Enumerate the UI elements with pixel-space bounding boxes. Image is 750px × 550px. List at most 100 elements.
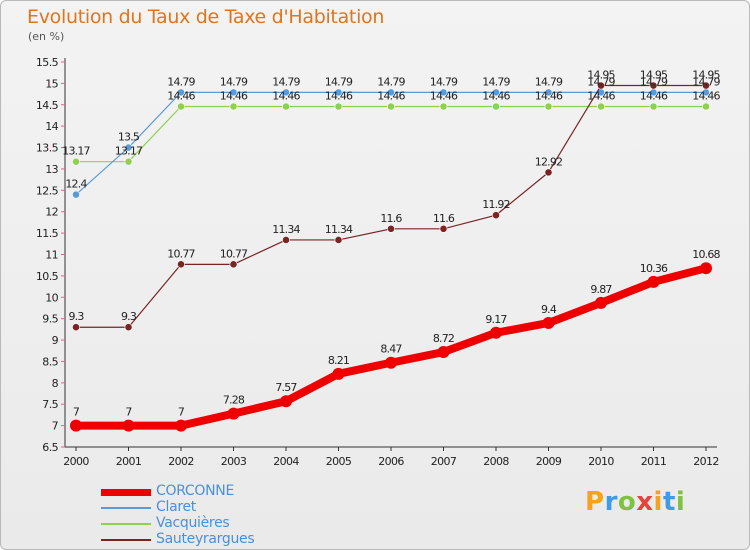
data-point	[227, 407, 240, 420]
data-point	[439, 102, 448, 111]
data-point	[597, 81, 605, 90]
data-point	[177, 260, 185, 269]
data-point	[702, 81, 710, 90]
data-label: 7	[178, 406, 185, 419]
data-point	[387, 224, 395, 233]
data-label: 14.79	[377, 75, 405, 88]
data-point	[334, 102, 343, 111]
data-label: 14.79	[640, 75, 668, 88]
data-point	[282, 236, 290, 244]
logo-letter: x	[636, 487, 654, 517]
data-point	[72, 157, 80, 166]
data-point	[492, 211, 500, 220]
data-point	[544, 102, 553, 111]
data-point	[229, 260, 238, 269]
data-point	[439, 224, 448, 233]
legend-swatch	[101, 539, 151, 541]
data-label: 7	[125, 406, 132, 419]
data-label: 14.79	[220, 75, 248, 88]
data-point	[649, 81, 658, 90]
series-line-vacquières	[76, 105, 706, 163]
data-label: 14.79	[587, 75, 615, 88]
y-tick-label: 8	[52, 377, 59, 390]
data-label: 14.79	[272, 75, 300, 88]
data-label: 8.21	[328, 354, 349, 367]
data-point	[282, 102, 290, 111]
data-label: 14.79	[692, 75, 720, 88]
data-label: 14.46	[692, 89, 720, 102]
data-label: 14.46	[167, 89, 195, 102]
data-label: 11.34	[272, 223, 300, 236]
y-tick-label: 12.5	[36, 184, 59, 197]
data-label: 8.47	[380, 343, 402, 356]
data-point	[282, 88, 290, 97]
x-tick-label: 2003	[221, 455, 247, 468]
logo-letter: i	[675, 487, 686, 517]
chart-title: Evolution du Taux de Taxe d'Habitation	[27, 6, 385, 28]
chart-subtitle: (en %)	[28, 30, 65, 43]
x-tick-label: 2011	[641, 455, 667, 468]
y-tick-label: 9.5	[42, 313, 58, 326]
data-label: 14.46	[482, 89, 510, 102]
x-tick-label: 2012	[693, 455, 719, 468]
data-point	[70, 419, 82, 432]
data-point	[649, 102, 658, 111]
legend-label: Sauteyrargues	[156, 531, 255, 547]
data-point	[597, 102, 605, 111]
x-tick-label: 2010	[588, 455, 614, 468]
y-tick-label: 10	[45, 291, 58, 304]
data-point	[334, 236, 343, 244]
data-label: 14.46	[220, 89, 248, 102]
data-label: 9.17	[485, 313, 507, 326]
data-point	[124, 157, 133, 166]
x-tick-label: 2008	[483, 455, 509, 468]
data-label: 7	[73, 406, 80, 419]
x-tick-label: 2005	[326, 455, 352, 468]
x-tick-label: 2009	[536, 455, 562, 468]
x-tick-label: 2007	[431, 455, 457, 468]
data-label: 7.28	[223, 394, 245, 407]
y-tick-label: 11.5	[36, 227, 59, 240]
data-point	[647, 275, 660, 288]
data-point	[124, 323, 133, 332]
x-tick-label: 2001	[116, 455, 142, 468]
y-tick-label: 7	[52, 420, 59, 433]
y-tick-label: 8.5	[42, 355, 58, 368]
legend-swatch	[101, 523, 151, 525]
data-label: 14.46	[587, 89, 615, 102]
data-label: 14.95	[640, 69, 668, 82]
data-point	[177, 102, 185, 111]
legend-label: Vacquières	[156, 515, 230, 531]
data-label: 14.46	[377, 89, 405, 102]
logo-letter: t	[662, 487, 676, 517]
data-point	[72, 190, 80, 199]
data-label: 11.34	[325, 223, 353, 236]
data-label: 14.79	[325, 75, 353, 88]
y-tick-label: 14.5	[36, 99, 59, 112]
y-tick-label: 13	[45, 163, 58, 176]
data-label: 14.79	[482, 75, 510, 88]
y-tick-label: 6.5	[42, 441, 58, 454]
data-label: 13.17	[62, 145, 90, 158]
data-label: 14.95	[692, 69, 720, 82]
data-label: 11.6	[433, 212, 455, 225]
data-point	[702, 102, 710, 111]
data-label: 14.79	[430, 75, 458, 88]
data-label: 12.4	[65, 178, 87, 191]
legend-swatch	[101, 489, 151, 496]
data-label: 11.6	[380, 212, 402, 225]
y-tick-label: 7.5	[42, 398, 58, 411]
data-point	[439, 88, 448, 97]
data-label: 14.46	[640, 89, 668, 102]
data-point	[544, 168, 553, 177]
data-label: 14.46	[430, 89, 458, 102]
data-label: 11.92	[482, 198, 510, 211]
x-tick-label: 2000	[63, 455, 89, 468]
data-label: 14.79	[535, 75, 563, 88]
data-point	[492, 102, 500, 111]
y-tick-label: 13.5	[36, 142, 59, 155]
y-tick-label: 15.5	[36, 56, 59, 69]
legend-label: CORCONNE	[156, 483, 235, 499]
